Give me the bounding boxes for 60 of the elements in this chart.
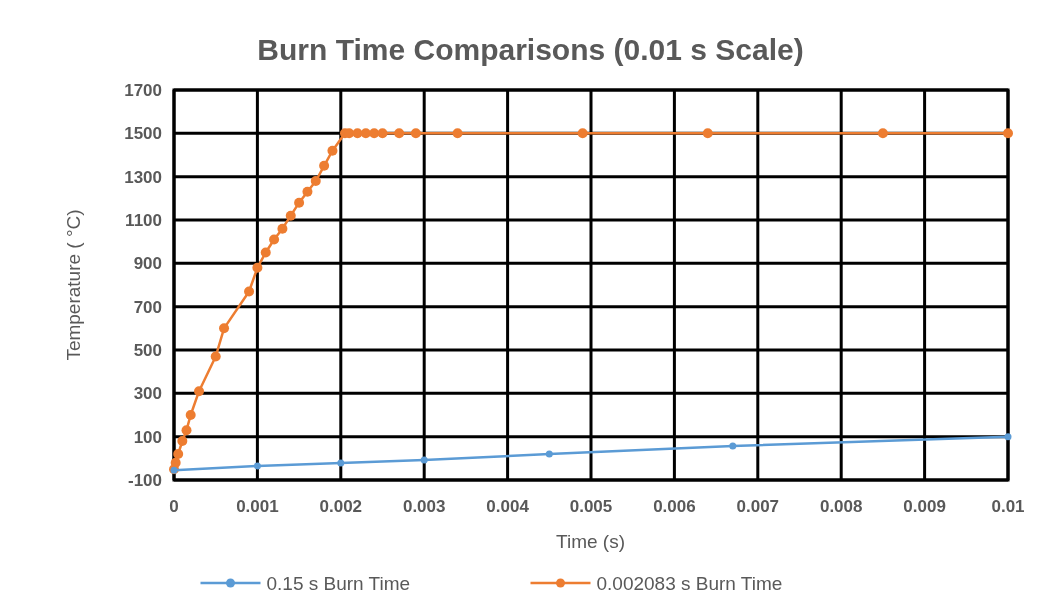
point	[337, 459, 345, 467]
point	[369, 128, 380, 139]
point	[244, 286, 255, 297]
y-tick-label: 700	[133, 297, 162, 317]
point	[269, 234, 280, 245]
point	[1003, 128, 1013, 139]
point	[545, 450, 553, 458]
point	[302, 186, 313, 197]
point	[702, 128, 713, 139]
x-tick-label: 0.007	[736, 497, 780, 516]
point	[173, 449, 184, 459]
point	[327, 145, 338, 156]
point	[394, 128, 405, 139]
point	[253, 462, 261, 470]
point	[285, 210, 296, 221]
y-tick-label: -100	[127, 470, 162, 490]
x-tick-label: 0.003	[402, 497, 446, 516]
x-tick-label: 0.01	[991, 497, 1025, 516]
y-tick-label: 100	[133, 427, 162, 447]
y-tick-label: 1700	[124, 80, 162, 100]
y-tick-label: 1300	[124, 167, 162, 187]
x-tick-label: 0.005	[569, 497, 613, 516]
point	[260, 247, 271, 258]
chart-title: Burn Time Comparisons (0.01 s Scale)	[257, 33, 804, 66]
point	[729, 442, 737, 450]
x-tick-label: 0.001	[236, 497, 279, 516]
point	[181, 425, 192, 436]
x-axis-title: Time (s)	[556, 531, 625, 552]
y-tick-label: 1100	[125, 210, 162, 230]
x-tick-label: 0.008	[819, 497, 863, 516]
point	[377, 128, 388, 139]
point	[319, 160, 330, 171]
x-tick-label: 0	[169, 497, 179, 516]
y-tick-label: 1500	[124, 124, 162, 144]
point	[1004, 433, 1012, 441]
point	[210, 351, 221, 362]
point	[170, 457, 181, 468]
x-tick-label: 0.004	[486, 497, 530, 516]
point	[252, 262, 263, 273]
point	[420, 456, 428, 464]
y-tick-label: 500	[133, 340, 162, 360]
point	[452, 128, 463, 139]
point	[177, 436, 188, 446]
point	[577, 128, 588, 139]
legend-label: 0.002083 s Burn Time	[596, 572, 783, 594]
point	[185, 410, 196, 420]
point	[310, 176, 321, 186]
point	[194, 386, 205, 397]
point	[877, 128, 888, 139]
point	[277, 223, 288, 234]
y-tick-label: 900	[133, 254, 162, 274]
x-tick-label: 0.002	[319, 497, 363, 516]
y-tick-label: 300	[133, 384, 162, 404]
point	[294, 197, 305, 208]
x-tick-label: 0.006	[653, 497, 696, 516]
y-axis-title: Temperature ( °C)	[63, 209, 84, 361]
legend-label: 0.15 s Burn Time	[266, 572, 411, 594]
point	[219, 323, 230, 334]
point	[410, 128, 421, 139]
x-tick-label: 0.009	[903, 497, 946, 516]
